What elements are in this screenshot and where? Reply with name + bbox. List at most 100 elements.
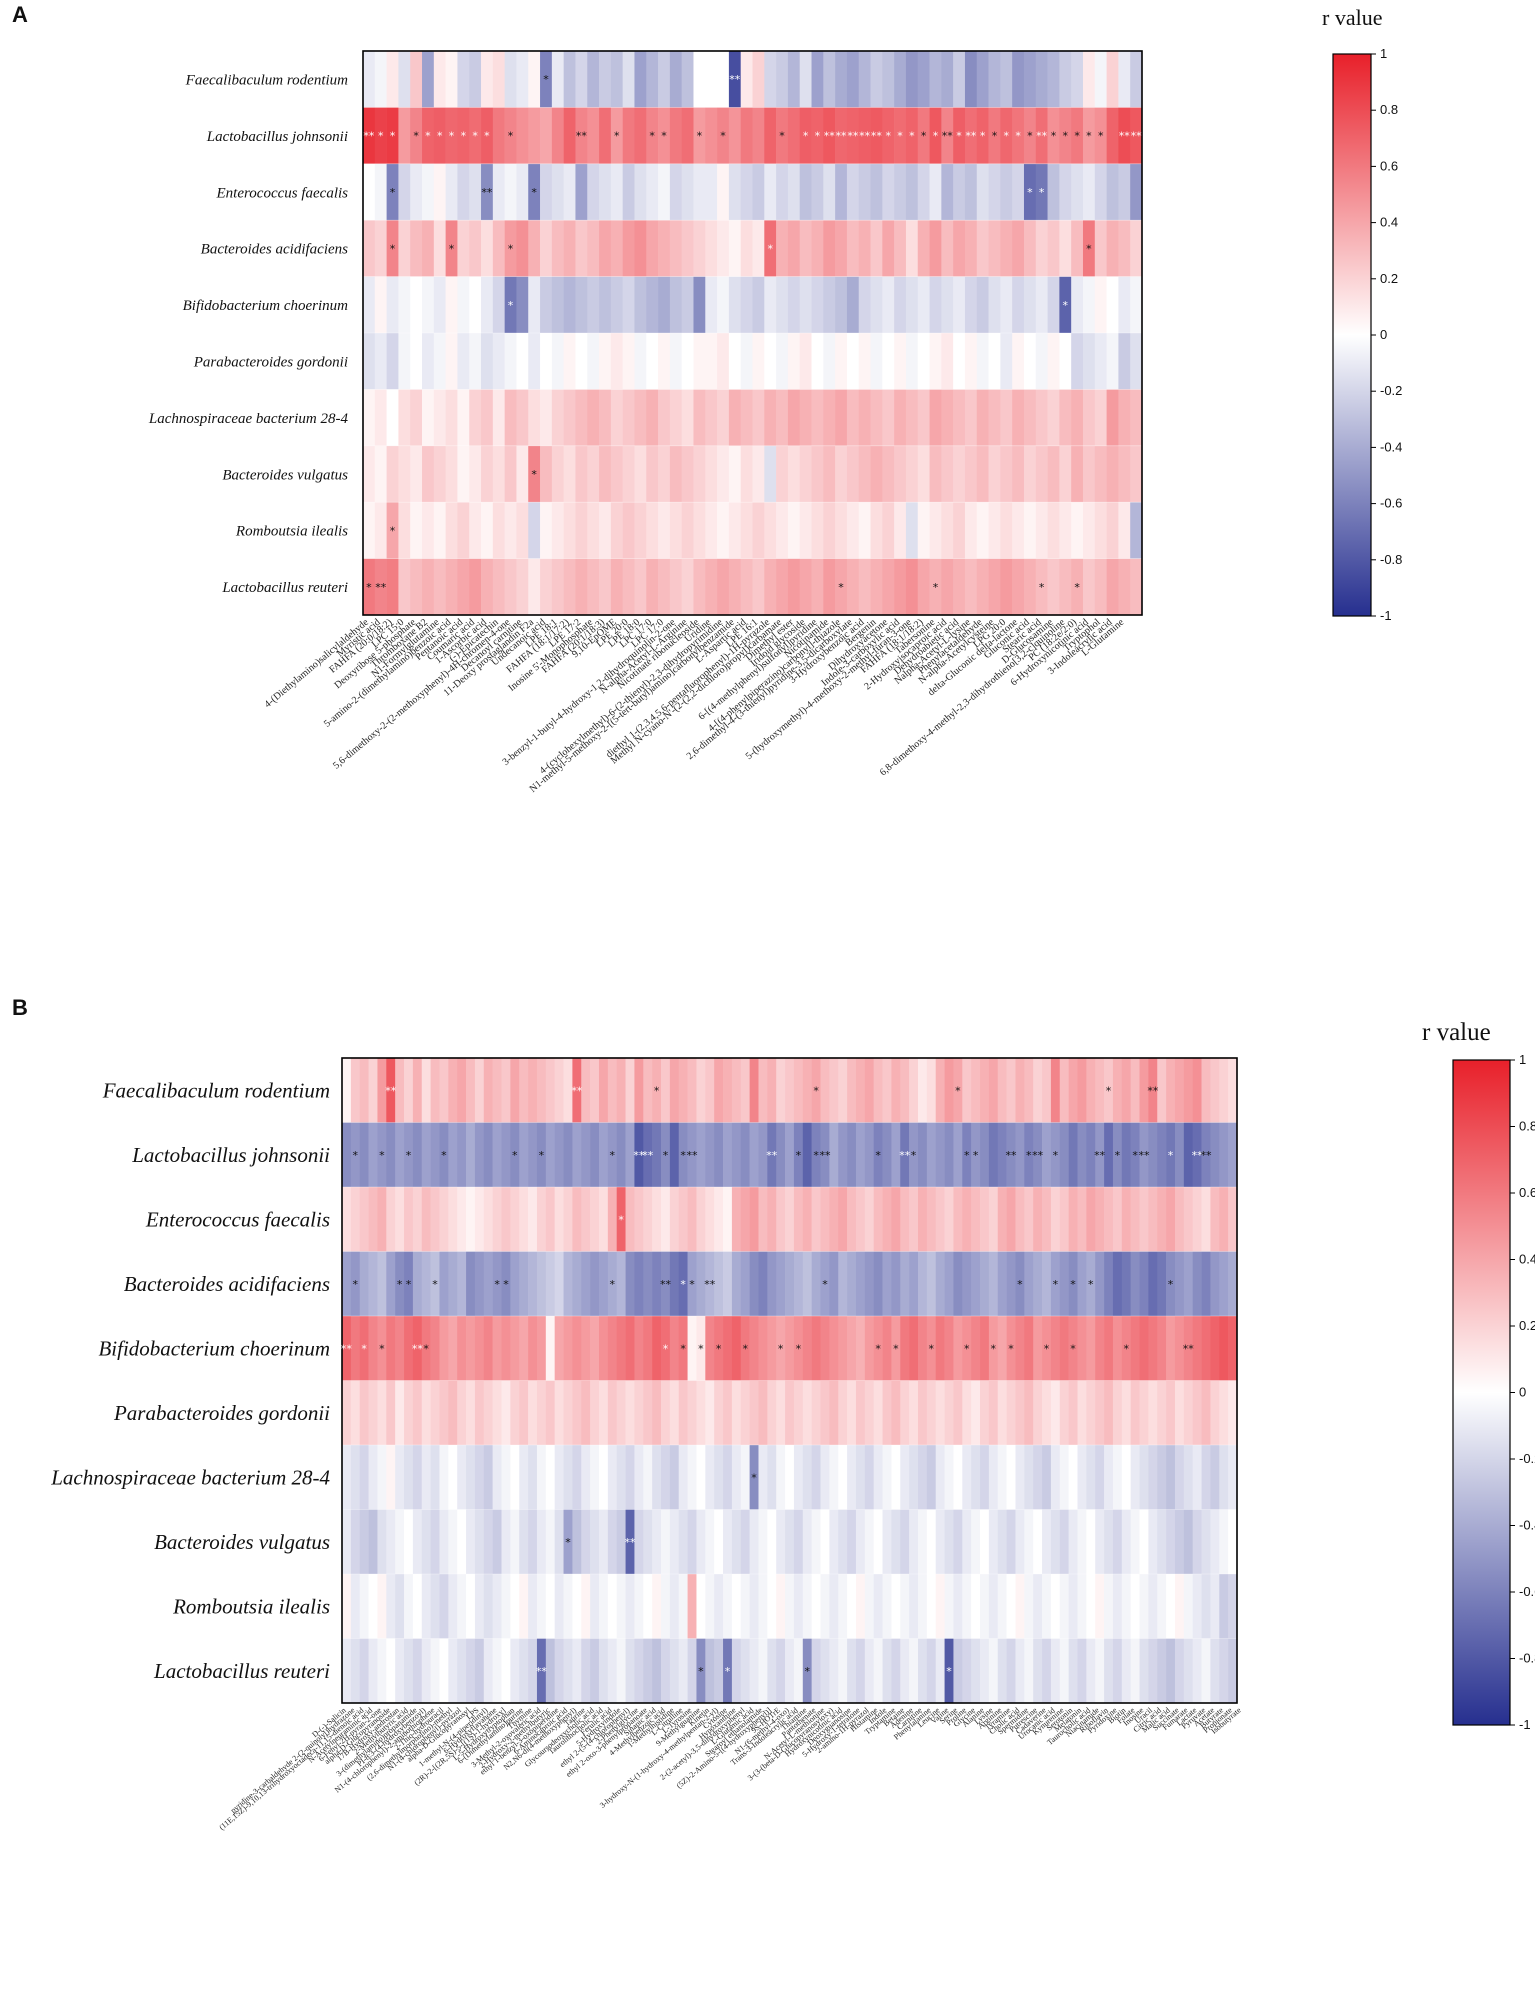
heatmap-cell [731, 1380, 742, 1446]
heatmap-cell [404, 1638, 414, 1704]
heatmap-cell [363, 558, 376, 616]
heatmap-cell [1042, 1251, 1052, 1317]
heatmap-cell [705, 276, 718, 334]
heatmap-cell [900, 1380, 910, 1446]
heatmap-cell [377, 1445, 387, 1510]
heatmap-cell [997, 1380, 1007, 1446]
heatmap-cell [678, 1251, 688, 1317]
significance-mark: * [751, 1471, 757, 1484]
heatmap-cell [1157, 1380, 1167, 1446]
heatmap-cell [528, 1058, 538, 1123]
heatmap-cell [581, 1509, 591, 1575]
heatmap-cell [587, 163, 600, 221]
heatmap-cell [342, 1251, 352, 1317]
significance-mark: ** [1032, 1149, 1044, 1162]
heatmap-cell [787, 107, 801, 165]
heatmap-cell [386, 558, 399, 616]
heatmap-cell [767, 1574, 777, 1639]
significance-mark: * [649, 130, 655, 143]
heatmap-cell [386, 51, 399, 108]
heatmap-cell [1023, 51, 1037, 108]
heatmap-cell [445, 107, 458, 165]
heatmap-cell [598, 1187, 609, 1252]
heatmap-cell [935, 1638, 945, 1704]
heatmap-cell [430, 1316, 440, 1381]
heatmap-cell [445, 445, 458, 503]
heatmap-cell [342, 1445, 352, 1510]
heatmap-cell [598, 1445, 609, 1510]
significance-mark: ** [1200, 1149, 1212, 1162]
heatmap-cell [687, 1316, 697, 1381]
heatmap-cell [988, 333, 1001, 390]
heatmap-cell [1095, 1251, 1105, 1317]
heatmap-cell [342, 1574, 352, 1639]
heatmap-cell [714, 1574, 724, 1639]
significance-mark: * [614, 130, 620, 143]
heatmap-cell [359, 1316, 369, 1381]
heatmap-cell [410, 51, 423, 108]
heatmap-cell [599, 558, 612, 616]
heatmap-cell [448, 1316, 458, 1381]
heatmap-cell [386, 389, 399, 447]
significance-mark: * [539, 1149, 545, 1162]
heatmap-cell [917, 1316, 928, 1381]
heatmap-cell [1174, 1058, 1185, 1123]
heatmap-cell [1000, 558, 1013, 616]
heatmap-cell [705, 1638, 715, 1704]
heatmap-cell [935, 1380, 945, 1446]
heatmap-cell [634, 51, 647, 108]
heatmap-cell [377, 1122, 387, 1188]
heatmap-cell [1023, 276, 1037, 334]
heatmap-cell [551, 445, 564, 503]
row-label: Bacteroides acidifaciens [201, 242, 348, 258]
heatmap-cell [1121, 1445, 1131, 1510]
heatmap-cell [776, 1445, 786, 1510]
heatmap-cell [616, 1445, 626, 1510]
heatmap-cell [929, 51, 942, 108]
heatmap-cell [510, 1251, 520, 1317]
heatmap-cell [590, 1058, 600, 1123]
heatmap-cell [681, 389, 694, 447]
heatmap-cell [811, 1251, 821, 1317]
heatmap-cell [891, 1445, 901, 1510]
significance-mark: * [1074, 130, 1080, 143]
heatmap-cell [776, 333, 789, 390]
heatmap-cell [652, 1574, 662, 1639]
heatmap-cell [669, 1638, 680, 1704]
heatmap-cell [1106, 445, 1119, 503]
heatmap-cell [643, 1509, 653, 1575]
heatmap-cell [1219, 1316, 1229, 1381]
heatmap-cell [643, 1251, 653, 1317]
heatmap-cell [519, 1574, 529, 1639]
heatmap-cell [1210, 1251, 1220, 1317]
heatmap-cell [1012, 276, 1025, 334]
significance-mark: * [1106, 1084, 1112, 1097]
heatmap-cell [1068, 1316, 1078, 1381]
heatmap-cell [563, 1638, 573, 1704]
heatmap-cell [1000, 276, 1013, 334]
significance-mark: * [565, 1536, 571, 1549]
heatmap-cell [1059, 1251, 1069, 1317]
heatmap-cell [997, 1574, 1007, 1639]
heatmap-cell [377, 1316, 387, 1381]
heatmap-cell [528, 163, 541, 221]
heatmap-cell [466, 1380, 476, 1446]
heatmap-cell [1015, 1316, 1025, 1381]
heatmap-cell [492, 51, 505, 108]
heatmap-cell [909, 1445, 919, 1510]
heatmap-cell [687, 1251, 697, 1317]
heatmap-cell [634, 1509, 644, 1575]
heatmap-cell [492, 107, 505, 165]
heatmap-cell [731, 1574, 742, 1639]
heatmap-cell [1192, 1574, 1202, 1639]
heatmap-cell [669, 389, 682, 447]
heatmap-cell [398, 333, 411, 390]
heatmap-cell [395, 1638, 405, 1704]
heatmap-cell [421, 1445, 431, 1510]
heatmap-cell [1174, 1638, 1185, 1704]
heatmap-cell [1130, 445, 1143, 503]
heatmap-cell [1082, 276, 1096, 334]
heatmap-cell [368, 1187, 378, 1252]
heatmap-cell [652, 1316, 662, 1381]
heatmap-cell [377, 1187, 387, 1252]
